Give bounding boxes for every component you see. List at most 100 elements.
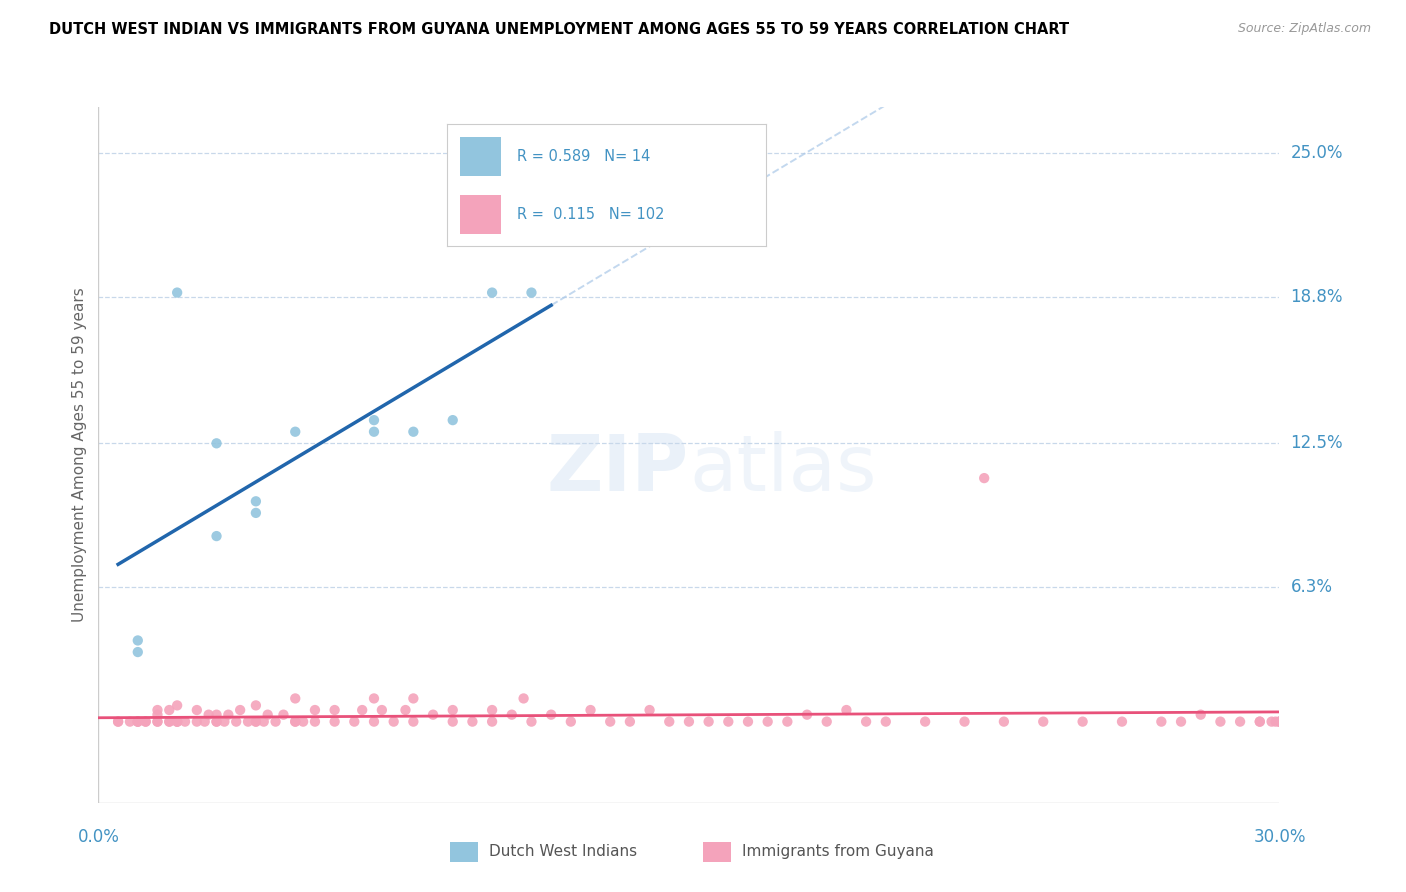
Point [1071,714,1094,729]
Point [914,714,936,729]
Point [127,714,149,729]
Point [1189,707,1212,722]
Point [205,714,228,729]
Y-axis label: Unemployment Among Ages 55 to 59 years: Unemployment Among Ages 55 to 59 years [72,287,87,623]
Point [284,714,307,729]
Text: Immigrants from Guyana: Immigrants from Guyana [742,845,934,859]
Point [127,714,149,729]
Point [186,703,208,717]
Point [127,645,149,659]
Point [815,714,838,729]
Point [166,285,188,300]
Point [135,714,157,729]
Text: 25.0%: 25.0% [1291,145,1343,162]
Point [993,714,1015,729]
Point [174,714,197,729]
Point [245,714,267,729]
Point [382,714,405,729]
Point [441,703,464,717]
Point [146,714,169,729]
Point [1032,714,1054,729]
Point [579,703,602,717]
Text: Dutch West Indians: Dutch West Indians [489,845,637,859]
Point [973,471,995,485]
Point [363,691,385,706]
Point [197,707,219,722]
Point [638,703,661,717]
Point [737,714,759,729]
Point [481,703,503,717]
Text: 18.8%: 18.8% [1291,288,1343,306]
Point [481,285,503,300]
Point [217,707,239,722]
Text: DUTCH WEST INDIAN VS IMMIGRANTS FROM GUYANA UNEMPLOYMENT AMONG AGES 55 TO 59 YEA: DUTCH WEST INDIAN VS IMMIGRANTS FROM GUY… [49,22,1070,37]
Text: Source: ZipAtlas.com: Source: ZipAtlas.com [1237,22,1371,36]
Point [756,714,779,729]
Point [245,714,267,729]
Point [273,707,295,722]
Point [245,698,267,713]
Point [304,714,326,729]
Point [394,703,416,717]
Point [697,714,720,729]
Point [363,413,385,427]
Point [1268,714,1291,729]
Point [1209,714,1232,729]
Point [205,714,228,729]
Point [284,714,307,729]
Point [371,703,394,717]
Point [560,714,582,729]
Point [304,703,326,717]
Point [343,714,366,729]
Point [402,714,425,729]
Point [245,494,267,508]
Point [284,691,307,706]
Point [284,425,307,439]
Point [520,285,543,300]
Point [157,703,180,717]
Point [264,714,287,729]
Point [1260,714,1282,729]
Point [157,714,180,729]
Point [107,714,129,729]
Point [501,707,523,722]
Point [855,714,877,729]
Point [512,691,534,706]
Point [127,714,149,729]
Point [953,714,976,729]
Point [1268,714,1291,729]
Point [1249,714,1271,729]
Point [875,714,897,729]
Point [214,714,236,729]
Point [658,714,681,729]
Point [402,691,425,706]
Point [481,714,503,729]
Text: atlas: atlas [689,431,876,507]
Point [441,714,464,729]
Point [225,714,247,729]
Point [1150,714,1173,729]
Point [146,707,169,722]
Point [245,506,267,520]
Point [135,714,157,729]
Point [1229,714,1251,729]
Point [1170,714,1192,729]
Point [1249,714,1271,729]
Point [157,714,180,729]
Point [323,714,346,729]
Point [194,714,217,729]
Point [1111,714,1133,729]
Point [292,714,315,729]
Point [205,529,228,543]
Text: 0.0%: 0.0% [77,828,120,846]
Point [166,714,188,729]
Point [422,707,444,722]
Text: 6.3%: 6.3% [1291,578,1333,596]
Point [146,703,169,717]
Point [461,714,484,729]
Point [1268,714,1291,729]
Point [186,714,208,729]
Point [363,714,385,729]
Point [520,714,543,729]
Point [253,714,276,729]
